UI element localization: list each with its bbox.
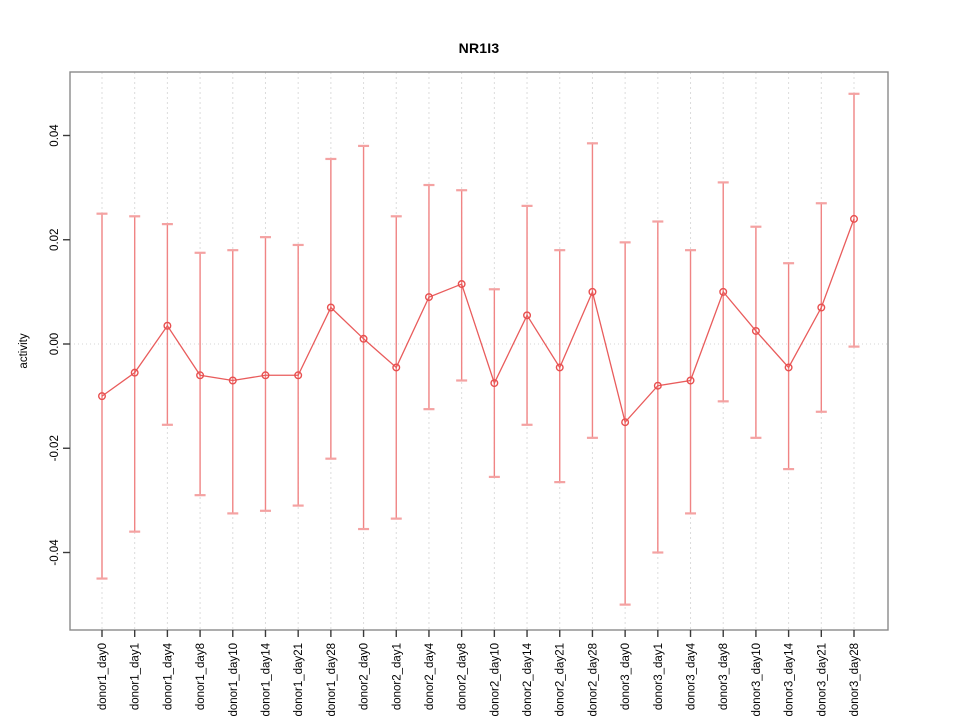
gridlines xyxy=(101,72,855,630)
y-tick-label: -0.02 xyxy=(49,435,61,461)
y-axis-label: activity xyxy=(18,333,30,368)
data-point xyxy=(653,381,662,390)
series-line xyxy=(101,218,855,424)
x-tick-label: donor3_day8 xyxy=(718,643,730,710)
x-tick-label: donor3_day10 xyxy=(751,643,763,717)
data-point xyxy=(817,303,826,312)
data-point xyxy=(424,293,433,302)
data-point xyxy=(621,418,630,427)
y-tick-label: 0.02 xyxy=(49,229,61,251)
x-tick-label: donor1_day1 xyxy=(130,643,142,710)
data-point xyxy=(850,214,859,223)
data-point xyxy=(457,280,466,289)
x-tick-label: donor1_day21 xyxy=(293,643,305,717)
x-tick-label: donor2_day4 xyxy=(424,642,436,710)
data-point xyxy=(588,287,597,296)
plot-box-group xyxy=(69,71,889,631)
x-tick-label: donor3_day28 xyxy=(849,643,861,717)
data-point xyxy=(392,363,401,372)
data-point xyxy=(490,379,499,388)
x-tick-label: donor1_day14 xyxy=(260,642,272,716)
x-tick-label: donor1_day0 xyxy=(97,643,109,710)
data-point xyxy=(163,321,172,330)
data-point xyxy=(359,334,368,343)
x-tick-label: donor2_day10 xyxy=(489,643,501,717)
y-tick-label: 0.00 xyxy=(49,333,61,355)
x-axis: donor1_day0 donor1_day1 donor1_day4 donor1_… xyxy=(97,630,861,717)
chart-title: NR1I3 xyxy=(458,40,500,56)
plot-box xyxy=(69,71,889,631)
data-point xyxy=(228,376,237,385)
data-point xyxy=(97,392,106,401)
data-point xyxy=(719,287,728,296)
x-tick-label: donor2_day1 xyxy=(391,643,403,710)
x-tick-label: donor1_day4 xyxy=(162,642,174,710)
x-tick-label: donor1_day28 xyxy=(326,643,338,717)
x-tick-label: donor2_day8 xyxy=(457,643,469,710)
x-tick-label: donor3_day4 xyxy=(686,642,698,710)
error-bars xyxy=(96,92,860,606)
data-point xyxy=(130,368,139,377)
data-point xyxy=(686,376,695,385)
data-point xyxy=(261,371,270,380)
x-tick-label: donor2_day28 xyxy=(587,643,599,717)
data-points xyxy=(97,214,859,427)
x-tick-label: donor2_day0 xyxy=(359,643,371,710)
x-tick-label: donor3_day1 xyxy=(653,643,665,710)
data-point xyxy=(326,303,335,312)
x-tick-label: donor3_day21 xyxy=(816,643,828,717)
series-line-group xyxy=(101,218,855,424)
x-tick-label: donor1_day10 xyxy=(228,643,240,717)
x-tick-label: donor2_day14 xyxy=(522,642,534,716)
x-tick-label: donor3_day14 xyxy=(784,642,796,716)
data-point xyxy=(294,371,303,380)
y-tick-label: 0.04 xyxy=(49,124,61,147)
data-point xyxy=(784,363,793,372)
y-axis: -0.04 -0.02 0.00 0.02 0.04 activity xyxy=(18,124,70,566)
x-tick-label: donor1_day8 xyxy=(195,643,207,710)
x-tick-label: donor2_day21 xyxy=(555,643,567,717)
data-point xyxy=(751,326,760,335)
x-tick-label: donor3_day0 xyxy=(620,643,632,710)
data-point xyxy=(196,371,205,380)
data-point xyxy=(523,311,532,320)
y-tick-label: -0.04 xyxy=(49,539,61,566)
data-point xyxy=(555,363,564,372)
